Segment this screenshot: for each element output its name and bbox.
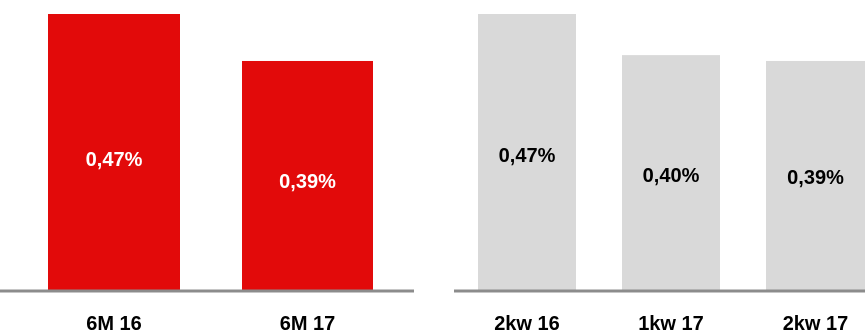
bar-value-label: 0,40% [643,165,700,187]
bar-value-label: 0,47% [499,145,556,167]
bar-2kw-17 [766,60,865,290]
bar-6m-17 [242,60,373,290]
chart-right-panel: 0,47% 2kw 16 0,40% 1kw 17 0,39% 2kw 17 [454,14,865,334]
category-tick-label: 2kw 16 [494,313,560,334]
category-tick-label: 2kw 17 [783,313,849,334]
bar-value-label: 0,39% [279,171,336,193]
bar-2kw-16 [478,14,576,290]
category-tick-label: 1kw 17 [638,313,704,334]
bar-value-label: 0,47% [86,149,143,171]
bar-6m-16 [48,14,180,290]
bar-1kw-17 [622,55,720,290]
category-tick-label: 6M 16 [86,313,142,334]
chart-left-panel: 0,47% 6M 16 0,39% 6M 17 [0,14,414,334]
bar-value-label: 0,39% [787,167,844,189]
category-tick-label: 6M 17 [280,313,336,334]
